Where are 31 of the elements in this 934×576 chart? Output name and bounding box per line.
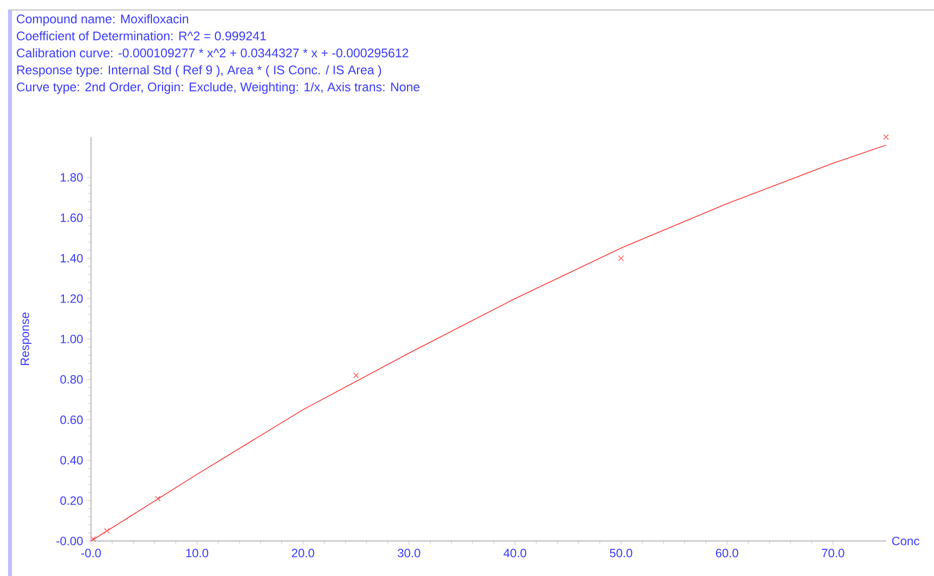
point	[154, 496, 161, 502]
x-tick-label: -0.0	[81, 548, 101, 558]
point	[104, 528, 110, 534]
text: Compound name: Moxifloxacin	[16, 14, 188, 26]
x-tick-label: 40.0	[504, 548, 526, 558]
x-tick-label: 30.0	[398, 548, 420, 558]
text: Coefficient of Determination: R^2 = 0.999241	[16, 31, 266, 40]
x-tick-label: 70.0	[822, 548, 844, 558]
y-tick-label: -0.00	[56, 536, 83, 546]
y-axis-title: Response	[20, 312, 32, 366]
x-tick-label: 10.0	[186, 548, 208, 558]
y-tick-label: 0.40	[60, 456, 83, 464]
y-tick-label: 1.00	[60, 334, 83, 344]
y-tick-label: 0.80	[60, 375, 83, 384]
y-tick-label: 1.60	[60, 214, 83, 222]
y-tick-label: 0.60	[60, 416, 83, 424]
text: Calibration curve: -0.000109277 * x^2 + 0.0344327 * x + -0.000295612	[16, 48, 408, 58]
x-tick-label: 60.0	[716, 548, 738, 558]
x-tick-label: 50.0	[610, 548, 632, 558]
y-tick-label: 1.20	[60, 294, 83, 303]
point	[883, 134, 889, 140]
y-tick-label: 0.20	[60, 496, 83, 505]
x-tick-label: 20.0	[292, 548, 314, 558]
point	[90, 536, 96, 542]
point	[618, 255, 624, 262]
text: Response type: Internal Std ( Ref 9 ), Area * ( IS Conc. / IS Area )	[17, 65, 382, 77]
y-tick-label: 1.80	[60, 173, 83, 182]
point	[353, 372, 359, 378]
text: Curve type: 2nd Order, Origin: Exclude, Weighting: 1/x, Axis trans: None	[16, 82, 420, 94]
x-axis-title: Conc	[892, 536, 920, 546]
y-tick-label: 1.40	[60, 254, 83, 262]
